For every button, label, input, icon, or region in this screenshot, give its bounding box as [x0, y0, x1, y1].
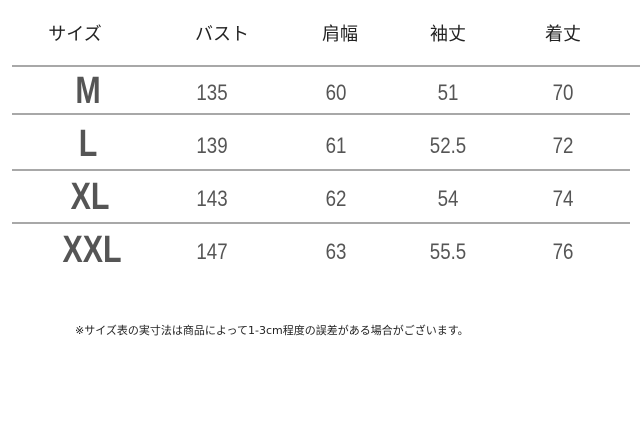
- sleeve-value: 51: [437, 80, 459, 105]
- bust-value: 135: [196, 80, 228, 105]
- bust-value: 139: [196, 133, 228, 158]
- divider: [12, 222, 630, 224]
- length-value: 76: [552, 239, 574, 264]
- shoulder-value: 60: [325, 80, 347, 105]
- shoulder-value: 62: [325, 186, 347, 211]
- bust-value: 143: [196, 186, 228, 211]
- size-label: L: [78, 123, 98, 165]
- length-value: 70: [552, 80, 574, 105]
- header-shoulder: 肩幅: [322, 24, 358, 45]
- header-size: サイズ: [48, 24, 102, 45]
- size-label: XL: [70, 176, 110, 218]
- header-bust: バスト: [195, 24, 249, 45]
- size-disclaimer-note: ※サイズ表の実寸法は商品によって1-3cm程度の誤差がある場合がございます。: [75, 324, 469, 337]
- sleeve-value: 55.5: [429, 239, 467, 264]
- bust-value: 147: [196, 239, 228, 264]
- header-length: 着丈: [545, 24, 581, 45]
- sleeve-value: 52.5: [429, 133, 467, 158]
- divider: [12, 169, 630, 171]
- size-label: XXL: [62, 229, 122, 271]
- length-value: 74: [552, 186, 574, 211]
- shoulder-value: 61: [325, 133, 347, 158]
- size-label: M: [75, 70, 101, 112]
- divider: [12, 113, 630, 115]
- shoulder-value: 63: [325, 239, 347, 264]
- length-value: 72: [552, 133, 574, 158]
- sleeve-value: 54: [437, 186, 459, 211]
- divider: [12, 65, 640, 67]
- header-sleeve: 袖丈: [430, 24, 466, 45]
